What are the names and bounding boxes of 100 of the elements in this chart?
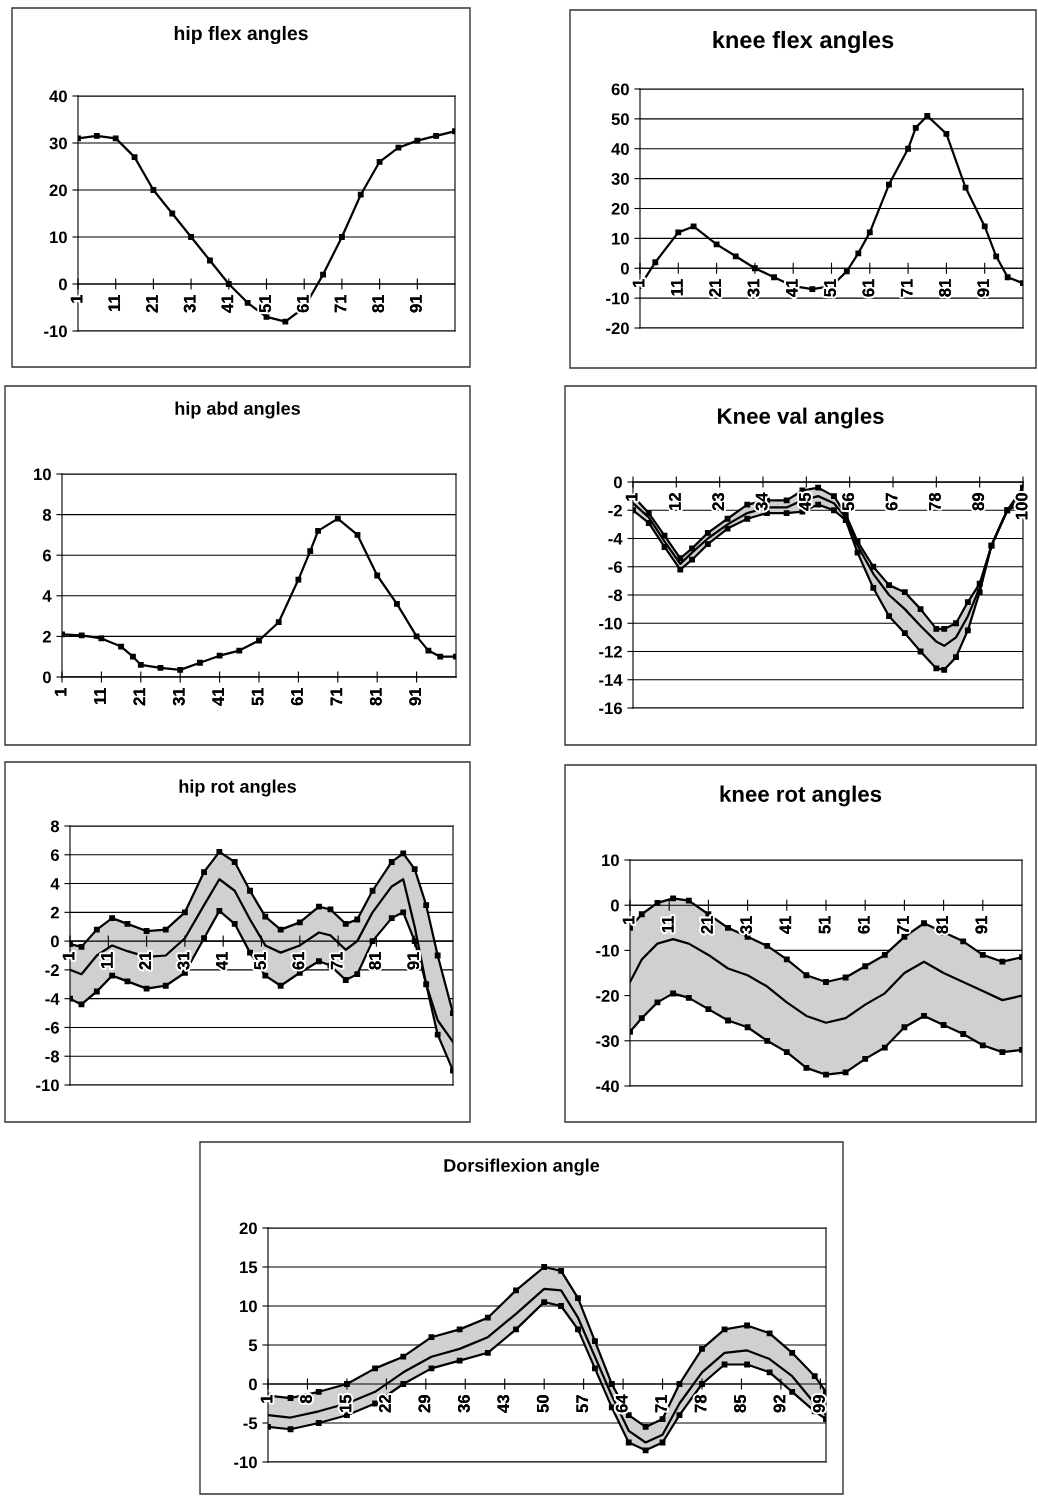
y-tick-label: -2 (608, 504, 622, 517)
y-tick-label: -10 (36, 1079, 59, 1092)
x-tick-label: 51 (259, 294, 271, 313)
x-tick-label: 61 (291, 687, 303, 706)
x-tick-label: 91 (409, 294, 422, 313)
y-tick-label: 0 (613, 476, 622, 489)
y-tick-label: 20 (239, 1222, 257, 1235)
y-tick-label: -2 (45, 964, 59, 976)
x-tick-label: 51 (824, 279, 836, 297)
y-tick-label: -10 (596, 944, 619, 957)
x-tick-label: 45 (799, 492, 811, 511)
x-tick-label: 41 (221, 294, 234, 313)
x-tick-label: 41 (212, 687, 224, 706)
x-tick-label: 71 (655, 1394, 667, 1413)
y-tick-label: -20 (596, 990, 619, 1002)
y-tick-label: -10 (599, 617, 622, 630)
y-tick-label: 20 (611, 202, 629, 215)
x-tick-label: 71 (900, 279, 913, 297)
x-tick-label: 91 (407, 951, 420, 970)
x-tick-label: 81 (939, 279, 951, 297)
y-tick-label: 50 (611, 113, 629, 126)
y-tick-label: 40 (49, 90, 67, 103)
y-tick-label: -5 (243, 1417, 258, 1430)
y-tick-label: -12 (599, 645, 622, 658)
y-tick-label: 0 (42, 671, 51, 684)
y-tick-label: 60 (611, 83, 629, 96)
x-tick-label: 23 (712, 493, 725, 511)
x-tick-label: 8 (300, 1394, 312, 1404)
x-tick-label: 71 (897, 916, 909, 934)
chart-title: Knee val angles (718, 407, 884, 429)
y-tick-label: -6 (608, 561, 622, 573)
y-tick-label: 2 (42, 630, 51, 643)
y-tick-label: 0 (50, 935, 59, 948)
chart-title: hip rot angles (179, 779, 296, 797)
y-tick-label: 2 (50, 906, 59, 919)
x-tick-label: 31 (177, 951, 190, 970)
x-tick-label: 91 (975, 916, 988, 934)
y-tick-label: 6 (42, 549, 51, 562)
x-tick-label: 56 (842, 493, 855, 511)
chart-title: Dorsiflexion angle (444, 1158, 600, 1176)
x-tick-label: 21 (701, 916, 713, 934)
x-tick-label: 41 (216, 951, 228, 970)
x-tick-label: 21 (146, 294, 158, 313)
x-tick-label: 67 (885, 493, 898, 511)
x-tick-label: 51 (254, 951, 266, 970)
x-tick-label: 91 (977, 279, 990, 297)
y-tick-label: 8 (42, 509, 52, 521)
y-tick-label: -6 (45, 1021, 59, 1034)
x-tick-label: 29 (418, 1395, 431, 1413)
y-tick-label: 40 (611, 143, 629, 155)
x-tick-label: 81 (372, 294, 385, 313)
x-tick-label: 57 (576, 1395, 589, 1413)
y-tick-label: -10 (44, 325, 67, 338)
y-tick-label: 0 (610, 899, 619, 912)
y-tick-label: -4 (608, 533, 623, 545)
y-tick-label: 10 (612, 232, 629, 245)
x-tick-label: 36 (457, 1395, 470, 1413)
y-tick-label: 4 (50, 878, 60, 890)
y-tick-label: -30 (596, 1035, 619, 1048)
y-tick-label: -4 (45, 993, 60, 1005)
x-tick-label: 81 (369, 687, 382, 706)
x-tick-label: 1 (622, 916, 635, 924)
x-tick-label: 41 (779, 916, 792, 934)
x-tick-label: 31 (172, 687, 185, 706)
x-tick-label: 61 (857, 916, 870, 934)
y-tick-label: 10 (50, 231, 67, 244)
chart-title: hip flex angles (174, 25, 308, 45)
y-tick-label: 10 (240, 1300, 257, 1313)
y-tick-label: -14 (599, 674, 623, 686)
y-tick-label: 10 (34, 468, 51, 481)
y-tick-label: 6 (50, 849, 59, 861)
x-tick-label: 11 (94, 687, 106, 704)
y-tick-label: 30 (611, 173, 629, 185)
y-tick-label: 20 (49, 184, 67, 197)
y-tick-label: 0 (248, 1378, 257, 1391)
y-tick-label: 15 (240, 1261, 258, 1274)
y-tick-label: 0 (620, 262, 629, 275)
x-tick-label: 1 (260, 1394, 273, 1403)
x-tick-label: 12 (669, 493, 681, 510)
y-tick-label: 5 (248, 1339, 258, 1352)
y-tick-label: 0 (58, 278, 67, 291)
x-tick-label: 22 (379, 1395, 391, 1413)
x-tick-label: 92 (773, 1395, 786, 1413)
x-tick-label: 11 (671, 279, 683, 296)
x-tick-label: 31 (747, 279, 760, 297)
x-tick-label: 15 (339, 1394, 352, 1412)
x-tick-label: 89 (972, 493, 985, 511)
y-tick-label: -16 (599, 702, 622, 715)
x-tick-label: 71 (330, 687, 343, 706)
x-tick-label: 51 (251, 687, 264, 706)
x-tick-label: 85 (734, 1394, 746, 1413)
y-tick-label: 30 (49, 137, 67, 150)
x-tick-label: 21 (709, 279, 721, 297)
x-tick-label: 21 (133, 687, 146, 706)
x-tick-label: 31 (740, 916, 753, 934)
x-tick-label: 81 (369, 951, 381, 970)
x-tick-label: 43 (497, 1395, 510, 1413)
y-tick-label: -20 (606, 322, 629, 335)
y-tick-label: -10 (606, 292, 629, 305)
x-tick-label: 51 (818, 916, 831, 934)
